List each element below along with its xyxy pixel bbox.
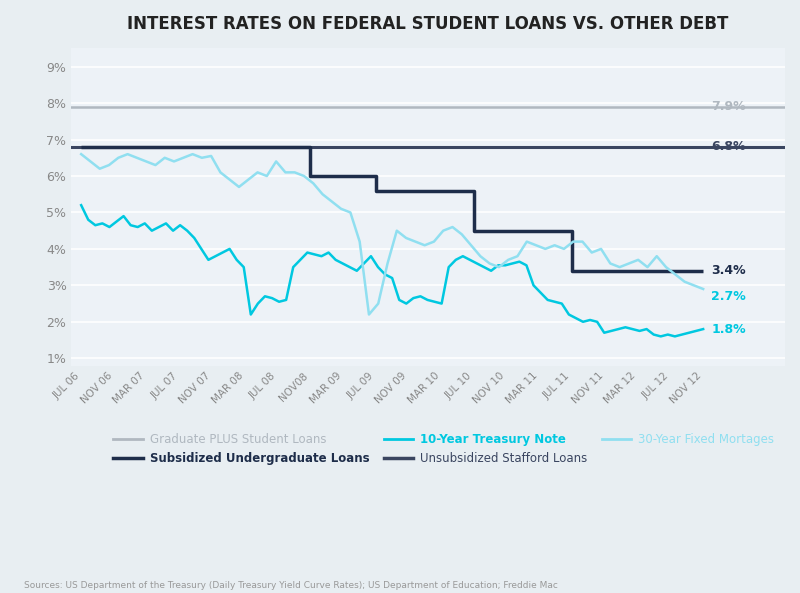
Text: 6.8%: 6.8% <box>711 141 746 154</box>
Text: 7.9%: 7.9% <box>711 100 746 113</box>
Text: 2.7%: 2.7% <box>711 290 746 303</box>
Text: 1.8%: 1.8% <box>711 323 746 336</box>
Legend: Graduate PLUS Student Loans, Subsidized Undergraduate Loans, 10-Year Treasury No: Graduate PLUS Student Loans, Subsidized … <box>109 429 779 470</box>
Text: Sources: US Department of the Treasury (Daily Treasury Yield Curve Rates); US De: Sources: US Department of the Treasury (… <box>24 581 558 590</box>
Text: 3.4%: 3.4% <box>711 264 746 278</box>
Title: INTEREST RATES ON FEDERAL STUDENT LOANS VS. OTHER DEBT: INTEREST RATES ON FEDERAL STUDENT LOANS … <box>127 15 729 33</box>
